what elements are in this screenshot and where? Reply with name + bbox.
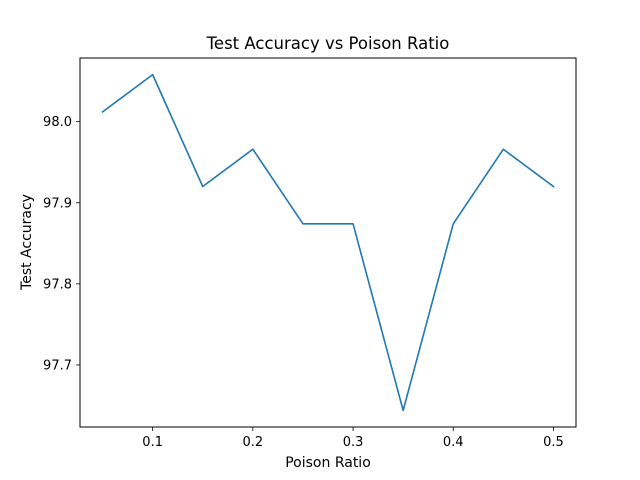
y-axis-ticks: 97.7 97.8 97.9 98.0: [43, 115, 80, 373]
y-tick-label: 98.0: [43, 115, 72, 130]
x-axis-ticks: 0.1 0.2 0.3 0.4 0.5: [142, 427, 564, 450]
y-tick-label: 97.9: [43, 196, 72, 211]
x-tick-label: 0.5: [543, 435, 564, 450]
x-tick-label: 0.4: [443, 435, 464, 450]
y-axis-label: Test Accuracy: [19, 194, 35, 291]
plot-area: [79, 57, 577, 428]
x-tick-label: 0.1: [142, 435, 163, 450]
y-tick-label: 97.7: [43, 358, 72, 373]
chart-title: Test Accuracy vs Poison Ratio: [206, 34, 450, 53]
series-line-0: [101, 73, 555, 412]
axes-frame: [79, 57, 577, 428]
y-tick-label: 97.8: [43, 277, 72, 292]
x-tick-label: 0.3: [343, 435, 364, 450]
x-axis-label: Poison Ratio: [285, 455, 371, 471]
x-tick-label: 0.2: [243, 435, 264, 450]
